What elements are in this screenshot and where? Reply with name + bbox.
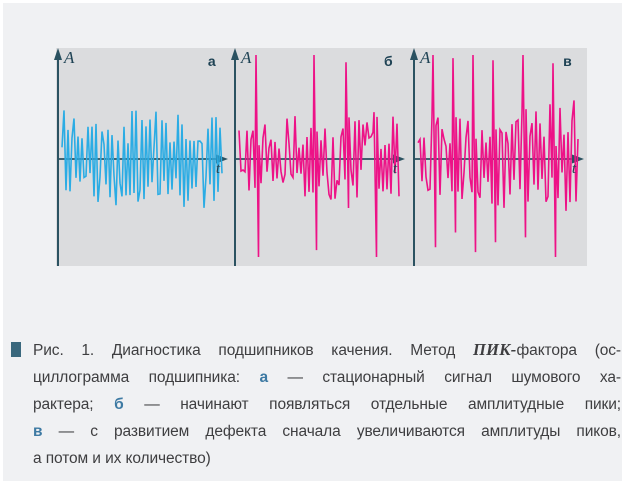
caption-panel-ref: в (33, 423, 43, 440)
caption-text: фактора (ос- (516, 342, 622, 359)
y-axis-arrow-icon (231, 48, 239, 60)
y-axis-label-A: A (64, 48, 75, 67)
caption-text: циллограмма подшипника: (33, 369, 260, 386)
panel-letter-б: б (384, 53, 393, 69)
y-axis-label-A: A (241, 48, 252, 67)
caption-text: а потом и их количество) (33, 450, 211, 467)
caption-panel-ref: б (114, 396, 124, 413)
caption-line-1: Рис. 1. Диагностика подшипников качения.… (33, 336, 621, 364)
caption-text: — стационарный сигнал шумового ха- (267, 369, 621, 386)
caption-text: Рис. 1. Диагностика подшипников качения.… (33, 342, 473, 359)
caption-text: рактера; (33, 396, 115, 413)
waveform-canvas (54, 48, 584, 266)
y-axis-arrow-icon (410, 48, 418, 60)
waveform-в (417, 54, 579, 258)
x-axis-label-t: t (392, 161, 398, 177)
caption-text: — начинают появляться отдельные амплитуд… (123, 396, 622, 413)
x-axis-label-t: t (215, 161, 221, 177)
caption-term-pik: ПИК- (472, 340, 517, 359)
panel-letter-а: а (207, 53, 216, 69)
caption-bullet-marker (11, 342, 21, 357)
figure-caption: Рис. 1. Диагностика подшипников качения.… (33, 336, 621, 472)
x-axis-label-t: t (571, 161, 577, 177)
caption-line-2: циллограмма подшипника: а — стационарный… (33, 364, 621, 391)
waveform-б (238, 54, 400, 258)
panel-letter-в: в (563, 53, 572, 69)
caption-line-3: рактера; б — начинают появляться отдельн… (33, 391, 621, 418)
caption-panel-ref: а (259, 369, 268, 386)
caption-text: — с развитием дефекта сначала увеличиваю… (42, 423, 621, 440)
y-axis-arrow-icon (54, 48, 62, 60)
caption-line-5: а потом и их количество) (33, 445, 621, 472)
y-axis-label-A: A (420, 48, 431, 67)
waveform-а (61, 110, 223, 208)
caption-line-4: в — с развитием дефекта сначала увеличив… (33, 418, 621, 445)
